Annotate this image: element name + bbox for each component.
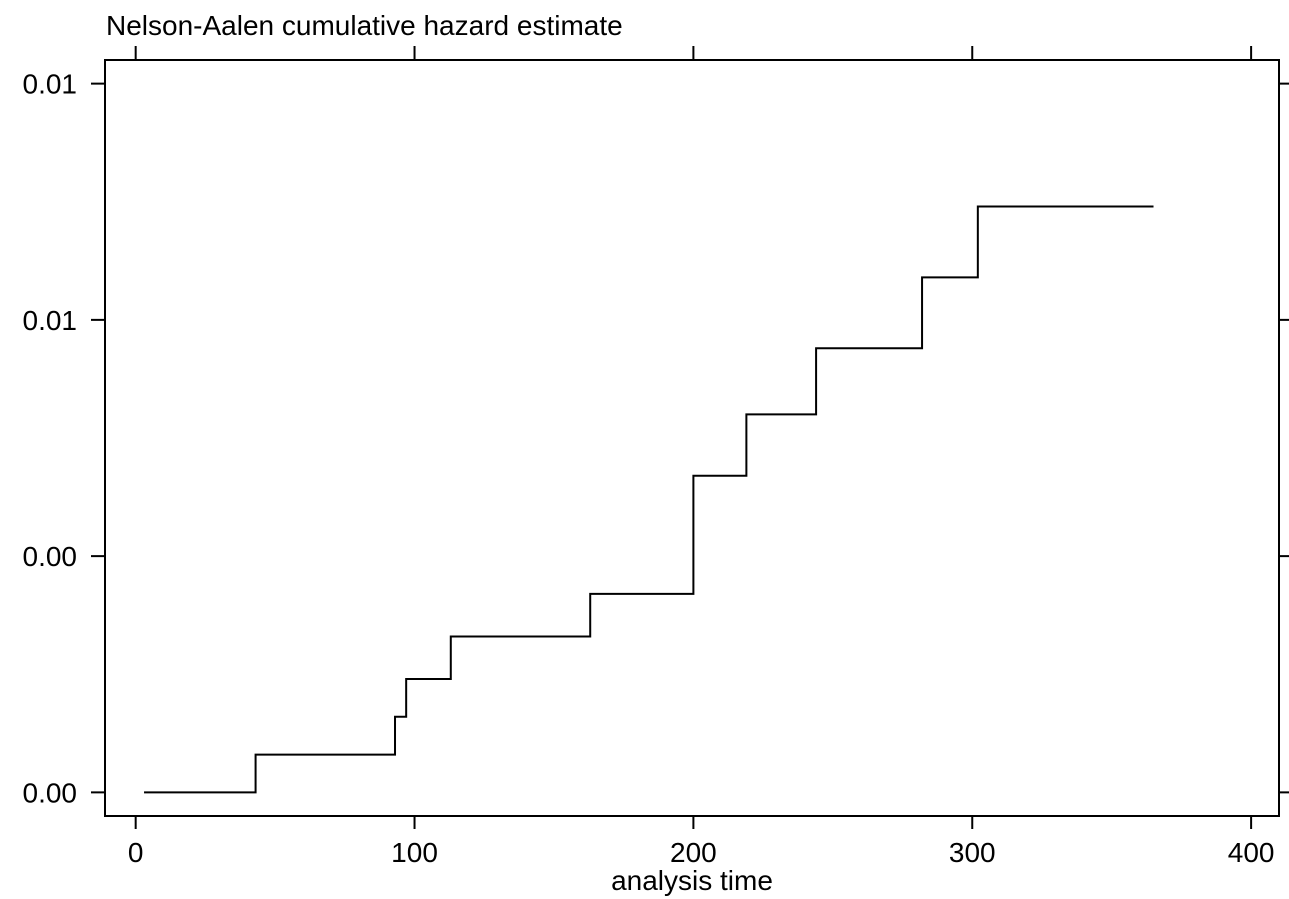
- x-tick-label: 100: [391, 837, 438, 868]
- x-tick-label: 300: [949, 837, 996, 868]
- x-tick-label: 0: [128, 837, 144, 868]
- y-tick-label: 0.00: [23, 541, 78, 572]
- series-layer: [144, 205, 1154, 794]
- y-tick-label: 0.01: [23, 69, 78, 100]
- x-axis-label: analysis time: [611, 865, 773, 896]
- x-axis: 0 100 200 300 400: [128, 46, 1275, 868]
- x-tick-label: 400: [1228, 837, 1275, 868]
- y-tick-label: 0.00: [23, 777, 78, 808]
- plot-frame: [104, 59, 1280, 817]
- x-tick-label: 200: [670, 837, 717, 868]
- y-tick-label: 0.01: [23, 305, 78, 336]
- chart-title: Nelson-Aalen cumulative hazard estimate: [106, 10, 623, 41]
- series-line: [144, 205, 1154, 794]
- y-axis: 0.00 0.00 0.01 0.01: [23, 69, 1289, 808]
